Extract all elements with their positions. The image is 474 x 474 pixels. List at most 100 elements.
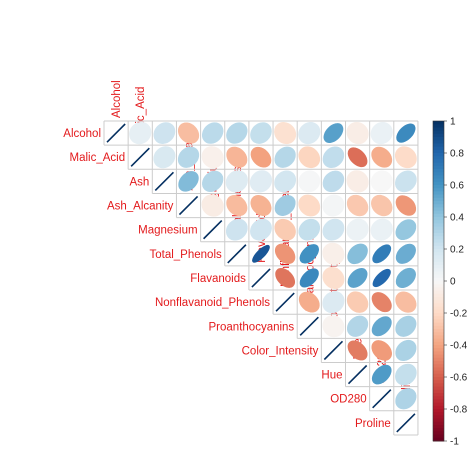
correlation-ellipse: [346, 170, 369, 193]
colorbar-segment: [433, 290, 444, 295]
colorbar-segment: [433, 303, 444, 308]
correlation-ellipse: [298, 170, 321, 193]
colorbar-segment: [433, 140, 444, 144]
colorbar-tick-label: 0.6: [450, 181, 464, 192]
colorbar-segment: [433, 370, 444, 375]
colorbar-segment: [433, 386, 444, 391]
colorbar-segment: [433, 437, 444, 442]
correlation-ellipse: [274, 122, 297, 145]
correlation-ellipse: [274, 146, 296, 168]
correlation-ellipse: [346, 315, 369, 337]
correlation-ellipse: [395, 339, 417, 361]
correlation-ellipse: [252, 244, 270, 263]
diagonal-mark: [275, 292, 295, 312]
colorbar-segment: [433, 335, 444, 340]
correlation-ellipse: [298, 291, 320, 313]
colorbar-segment: [433, 325, 444, 330]
colorbar-segment: [433, 412, 444, 416]
correlation-ellipse: [395, 267, 416, 289]
row-label: OD280: [330, 394, 366, 406]
colorbar-segment: [433, 281, 444, 285]
colorbar-segment: [433, 258, 444, 263]
diagonal-mark: [106, 123, 126, 143]
colorbar-segment: [433, 233, 444, 237]
colorbar-segment: [433, 383, 444, 388]
colorbar-segment: [433, 428, 444, 432]
colorbar-segment: [433, 332, 444, 336]
diagonal-mark: [178, 195, 199, 216]
correlation-ellipse: [371, 194, 393, 217]
diagonal-mark: [130, 147, 150, 167]
colorbar-segment: [433, 361, 444, 365]
colorbar-segment: [433, 229, 444, 234]
colorbar-segment: [433, 345, 444, 349]
correlation-ellipse: [371, 146, 393, 168]
colorbar-segment: [433, 357, 444, 362]
correlation-ellipse: [372, 244, 392, 264]
colorbar-segment: [433, 121, 444, 125]
correlation-ellipse: [322, 266, 345, 289]
correlation-ellipse: [371, 316, 392, 337]
correlation-ellipse: [201, 146, 224, 169]
correlation-ellipse: [346, 121, 369, 145]
colorbar-segment: [433, 130, 444, 135]
correlation-ellipse: [299, 244, 319, 264]
colorbar-segment: [433, 364, 444, 368]
colorbar-tick-label: 0.4: [450, 213, 464, 224]
correlation-ellipse: [274, 218, 296, 241]
row-label: Proanthocyanins: [209, 321, 295, 333]
colorbar-segment: [433, 137, 444, 141]
colorbar-segment: [433, 396, 444, 400]
correlation-ellipse: [153, 122, 176, 144]
colorbar-tick-label: -0.8: [450, 405, 468, 416]
colorbar-segment: [433, 162, 444, 167]
diagonal-mark: [299, 316, 319, 336]
colorbar-segment: [433, 185, 444, 189]
correlation-ellipse: [322, 291, 345, 314]
correlation-ellipse: [395, 315, 417, 337]
colorbar-segment: [433, 245, 444, 250]
colorbar-segment: [433, 124, 444, 128]
colorbar-segment: [433, 165, 444, 170]
correlation-ellipse: [323, 123, 344, 143]
correlation-ellipse: [225, 218, 248, 241]
colorbar-segment: [433, 373, 444, 378]
diagonal-mark: [372, 389, 392, 409]
colorbar-segment: [433, 223, 444, 228]
correlation-ellipse: [371, 340, 392, 361]
correlation-ellipse: [299, 268, 319, 288]
colorbar-segment: [433, 194, 444, 199]
colorbar-segment: [433, 268, 444, 272]
correlation-ellipse: [298, 194, 321, 217]
correlation-grid: [103, 120, 419, 436]
colorbar-segment: [433, 169, 444, 173]
correlation-ellipse: [395, 291, 417, 313]
colorbar-segment: [433, 377, 444, 381]
colorbar-segment: [433, 201, 444, 205]
colorbar-segment: [433, 239, 444, 244]
colorbar-segment: [433, 159, 444, 164]
correlation-ellipse: [395, 363, 417, 386]
colorbar-segment: [433, 399, 444, 404]
correlation-ellipse: [322, 194, 345, 217]
colorbar-segment: [433, 367, 444, 372]
colorbar-segment: [433, 261, 444, 266]
correlation-ellipse: [322, 242, 345, 265]
colorbar-segment: [433, 242, 444, 247]
colorbar-tick-label: 0.8: [450, 149, 464, 160]
correlation-ellipse: [347, 243, 368, 265]
correlation-ellipse: [250, 146, 272, 168]
colorbar-segment: [433, 213, 444, 218]
colorbar-segment: [433, 409, 444, 413]
colorbar-segment: [433, 425, 444, 429]
correlation-ellipse: [322, 315, 345, 338]
colorbar-segment: [433, 156, 444, 160]
colorbar-tick-label: 0: [450, 277, 456, 288]
colorbar-tick-label: -1: [450, 437, 459, 448]
diagonal-mark: [347, 364, 368, 385]
row-label: Hue: [321, 370, 342, 382]
row-label: Malic_Acid: [70, 152, 126, 164]
correlation-ellipse: [370, 170, 393, 193]
